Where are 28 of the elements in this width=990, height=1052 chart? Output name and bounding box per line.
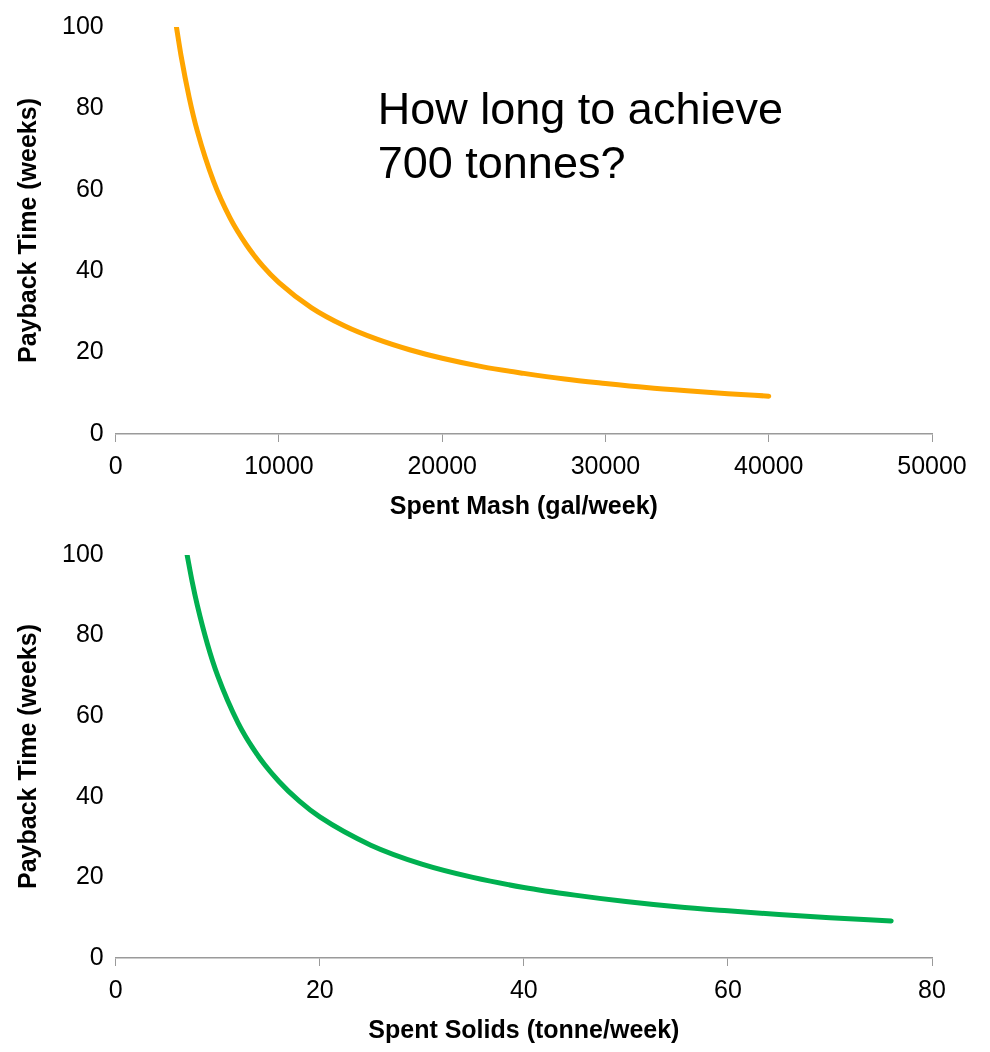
y-tick-label: 80	[75, 619, 104, 648]
y-tick-label: 40	[75, 780, 104, 809]
y-axis-title: Payback Time (weeks)	[12, 98, 41, 363]
x-tick-label: 40	[509, 974, 538, 1003]
x-tick-label: 60	[714, 974, 742, 1003]
y-tick-label: 100	[61, 538, 104, 567]
y-tick-label: 100	[61, 10, 104, 39]
x-axis-title: Spent Solids (tonne/week)	[368, 1014, 680, 1043]
annotation: How long to achieve 700 tonnes?	[377, 82, 783, 188]
y-tick-label: 40	[75, 255, 104, 284]
y-tick-label: 60	[75, 700, 104, 729]
y-axis-title: Payback Time (weeks)	[12, 624, 41, 889]
x-axis-title: Spent Mash (gal/week)	[389, 490, 658, 519]
y-tick-label: 0	[89, 417, 104, 446]
x-tick-label: 0	[108, 974, 123, 1003]
x-tick-label: 0	[108, 450, 123, 479]
y-tick-label: 80	[75, 92, 104, 121]
x-tick-label: 20	[305, 974, 334, 1003]
y-tick-label: 20	[75, 336, 104, 365]
x-tick-label: 50000	[897, 450, 967, 479]
x-tick-label: 30000	[570, 450, 641, 479]
x-tick-label: 20000	[407, 450, 477, 479]
y-tick-label: 60	[75, 173, 104, 202]
x-tick-label: 40000	[733, 450, 804, 479]
y-tick-label: 20	[75, 861, 104, 890]
x-tick-label: 80	[918, 974, 946, 1003]
y-tick-label: 0	[89, 941, 104, 970]
x-tick-label: 10000	[244, 450, 314, 479]
